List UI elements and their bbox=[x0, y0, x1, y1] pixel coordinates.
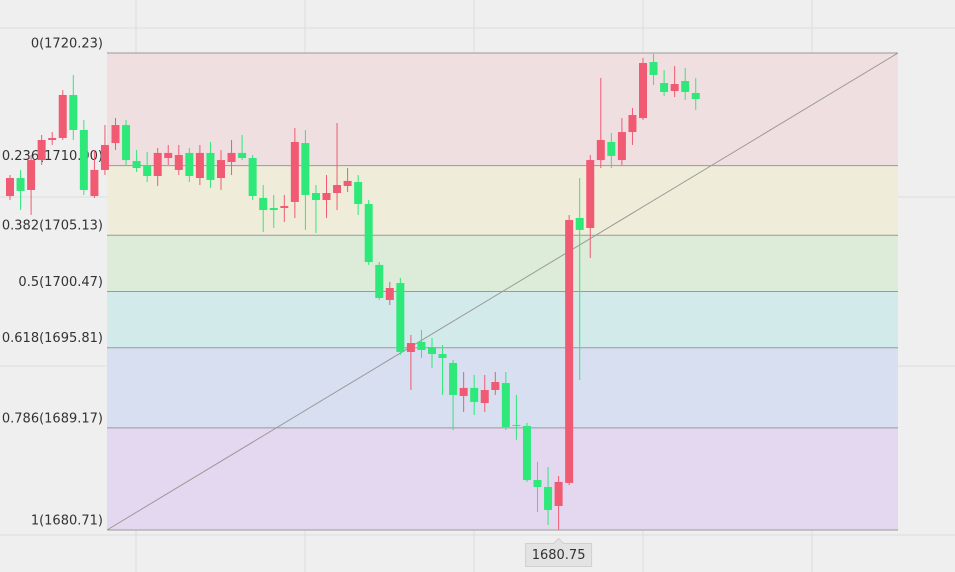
candle-body bbox=[195, 152, 204, 179]
candle-body bbox=[428, 347, 436, 355]
candle-body bbox=[143, 164, 152, 176]
candle-body bbox=[174, 154, 183, 170]
candle-body bbox=[375, 264, 384, 299]
candle-body bbox=[206, 152, 215, 180]
candle-body bbox=[512, 424, 521, 426]
candle-body bbox=[69, 94, 78, 130]
fib-label: 0(1720.23) bbox=[31, 36, 103, 51]
trend-line bbox=[106, 52, 899, 531]
candle-body bbox=[364, 203, 373, 263]
candle-body bbox=[639, 63, 647, 119]
candle-body bbox=[248, 157, 257, 197]
candle-body bbox=[259, 197, 268, 211]
candle-body bbox=[79, 129, 88, 190]
fib-label: 0.5(1700.47) bbox=[18, 275, 103, 290]
candle-body bbox=[311, 193, 320, 201]
candle-body bbox=[565, 220, 574, 483]
candle-body bbox=[385, 287, 394, 300]
candle-body bbox=[554, 481, 563, 506]
candle-body bbox=[449, 362, 458, 395]
candle-body bbox=[617, 132, 626, 161]
candle-body bbox=[290, 141, 299, 202]
fib-label: 1(1680.71) bbox=[31, 513, 103, 528]
candle-body bbox=[6, 178, 14, 197]
candle-body bbox=[649, 62, 658, 75]
fib-band bbox=[107, 52, 898, 166]
candle-body bbox=[438, 354, 447, 358]
candle-body bbox=[301, 143, 310, 195]
fib-band bbox=[107, 165, 898, 236]
fib-label: 0.382(1705.13) bbox=[2, 219, 103, 234]
candle-body bbox=[354, 182, 363, 204]
candle-body bbox=[100, 144, 109, 170]
candle-body bbox=[48, 137, 57, 141]
candle-body bbox=[280, 206, 289, 208]
candle-body bbox=[217, 160, 225, 179]
candle-body bbox=[343, 180, 352, 186]
low-marker: 1680.75 bbox=[525, 537, 593, 568]
candle-body bbox=[417, 341, 426, 351]
candle-body bbox=[575, 217, 584, 230]
candle-body bbox=[90, 169, 99, 197]
candle-body bbox=[660, 83, 669, 92]
candle-body bbox=[544, 487, 553, 510]
candle-body bbox=[164, 152, 173, 158]
fib-label: 0.618(1695.81) bbox=[2, 331, 103, 346]
candle-body bbox=[522, 425, 531, 481]
candle-body bbox=[681, 80, 690, 92]
candle-body bbox=[396, 283, 405, 352]
candle-body bbox=[491, 382, 500, 390]
candle-body bbox=[322, 193, 331, 201]
fib-band bbox=[107, 427, 898, 530]
candle-body bbox=[596, 140, 605, 161]
candle-body bbox=[227, 152, 236, 162]
candle-body bbox=[333, 185, 342, 194]
low-marker-box bbox=[525, 537, 593, 568]
candle-body bbox=[122, 125, 131, 161]
candle-body bbox=[607, 141, 616, 156]
candle-body bbox=[501, 382, 510, 428]
candle-body bbox=[132, 161, 141, 169]
candle-body bbox=[459, 387, 468, 397]
low-marker-label: 1680.75 bbox=[532, 548, 586, 563]
candle-body bbox=[269, 207, 278, 211]
candle-body bbox=[628, 115, 637, 133]
fib-band bbox=[107, 235, 898, 292]
candle-body bbox=[470, 387, 479, 402]
fib-label: 0.786(1689.17) bbox=[2, 411, 103, 426]
candle-body bbox=[111, 125, 120, 144]
candle-body bbox=[27, 160, 36, 190]
candle-body bbox=[58, 94, 67, 138]
candle-body bbox=[153, 152, 162, 176]
candle-body bbox=[16, 178, 25, 191]
candle-body bbox=[691, 92, 700, 99]
candle-body bbox=[37, 140, 46, 161]
candle-body bbox=[238, 152, 247, 158]
candle-body bbox=[533, 480, 542, 488]
candle-body bbox=[185, 152, 194, 176]
candle-body bbox=[670, 84, 679, 92]
candle-body bbox=[586, 160, 595, 229]
candle-body bbox=[406, 343, 415, 352]
fib-band bbox=[107, 291, 898, 348]
candle-body bbox=[480, 389, 489, 404]
